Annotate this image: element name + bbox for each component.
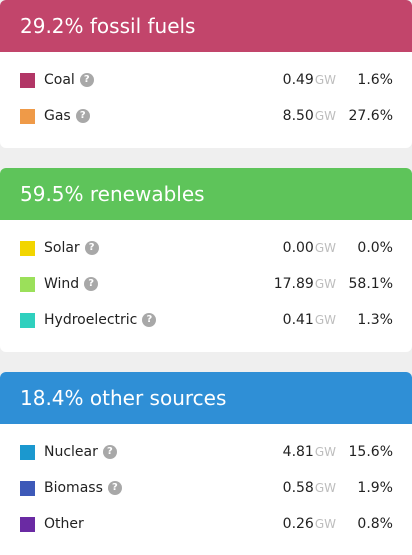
solar-color-swatch — [20, 241, 35, 256]
source-percent: 0.8% — [357, 516, 393, 532]
help-icon[interactable]: ? — [79, 73, 94, 87]
gas-color-swatch — [20, 109, 35, 124]
renewables-panel: 59.5% renewables Solar? 0.00GW 0.0% Wind… — [0, 168, 412, 352]
fossil-fuels-panel: 29.2% fossil fuels Coal? 0.49GW 1.6% Gas… — [0, 0, 412, 148]
source-value: 0.49GW — [282, 72, 336, 88]
source-value: 0.26GW — [282, 516, 336, 532]
source-row-wind: Wind? 17.89GW 58.1% — [0, 266, 412, 302]
source-percent: 0.0% — [357, 240, 393, 256]
source-row-gas: Gas? 8.50GW 27.6% — [0, 98, 412, 134]
help-icon[interactable]: ? — [102, 445, 117, 459]
source-value: 0.58GW — [282, 480, 336, 496]
help-icon[interactable]: ? — [107, 481, 122, 495]
source-row-biomass: Biomass? 0.58GW 1.9% — [0, 470, 412, 506]
source-percent: 1.9% — [357, 480, 393, 496]
source-percent: 15.6% — [348, 444, 393, 460]
source-label: Solar? — [44, 230, 99, 266]
source-percent: 1.6% — [357, 72, 393, 88]
source-label: Nuclear? — [44, 434, 117, 470]
source-row-coal: Coal? 0.49GW 1.6% — [0, 62, 412, 98]
section-header: 59.5% renewables — [0, 168, 412, 220]
hydroelectric-color-swatch — [20, 313, 35, 328]
other-sources-panel: 18.4% other sources Nuclear? 4.81GW 15.6… — [0, 372, 412, 555]
section-header: 29.2% fossil fuels — [0, 0, 412, 52]
source-value: 8.50GW — [282, 108, 336, 124]
nuclear-color-swatch — [20, 445, 35, 460]
source-label: Coal? — [44, 62, 94, 98]
help-icon[interactable]: ? — [84, 277, 99, 291]
source-value: 0.41GW — [282, 312, 336, 328]
help-icon[interactable]: ? — [142, 313, 157, 327]
source-percent: 58.1% — [348, 276, 393, 292]
source-row-nuclear: Nuclear? 4.81GW 15.6% — [0, 434, 412, 470]
biomass-color-swatch — [20, 481, 35, 496]
source-value: 4.81GW — [282, 444, 336, 460]
source-label: Biomass? — [44, 470, 122, 506]
source-percent: 27.6% — [348, 108, 393, 124]
source-row-solar: Solar? 0.00GW 0.0% — [0, 230, 412, 266]
other-color-swatch — [20, 517, 35, 532]
source-row-hydroelectric: Hydroelectric? 0.41GW 1.3% — [0, 302, 412, 338]
source-label: Wind? — [44, 266, 99, 302]
source-value: 0.00GW — [282, 240, 336, 256]
source-label: Hydroelectric? — [44, 302, 157, 338]
help-icon[interactable]: ? — [75, 109, 90, 123]
wind-color-swatch — [20, 277, 35, 292]
source-row-other: Other 0.26GW 0.8% — [0, 506, 412, 542]
source-label: Gas? — [44, 98, 90, 134]
coal-color-swatch — [20, 73, 35, 88]
source-percent: 1.3% — [357, 312, 393, 328]
section-header: 18.4% other sources — [0, 372, 412, 424]
help-icon[interactable]: ? — [84, 241, 99, 255]
source-value: 17.89GW — [273, 276, 336, 292]
source-label: Other — [44, 516, 84, 532]
